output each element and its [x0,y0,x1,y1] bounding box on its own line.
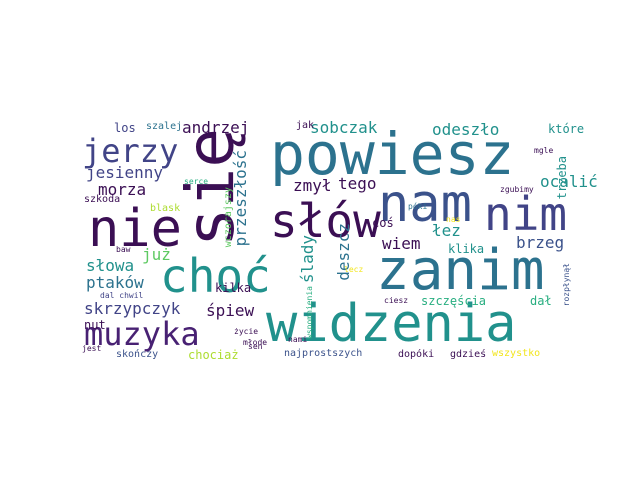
word-rozplynal: rozpłynął [562,263,571,307]
word-zmyl: zmył [293,176,332,195]
word-dal_chwil: dal chwil [100,291,144,300]
word-chociaz: chociaż [188,348,239,362]
word-slowa: słowa [86,256,135,275]
word-odeszlo: odeszło [432,120,500,139]
word-slady: ślady [298,235,317,284]
word-sobczak: sobczak [310,118,378,137]
word-kilka: kilka [215,281,252,295]
word-nut: nut [84,318,106,332]
word-zycie: życie [234,327,259,336]
word-nam: nam [378,174,472,234]
word-lez: łez [432,221,461,240]
word-ocalic: ocalić [540,172,598,191]
word-powiesz: powiesz [270,120,515,188]
word-widzenia: widzenia [266,294,517,354]
word-skrzypczyk: skrzypczyk [84,299,181,318]
word-jak: jak [296,120,315,131]
word-blask: blask [150,203,181,214]
word-jest: jest [82,344,102,353]
word-mgle: mgle [534,146,554,155]
word-brzeg: brzeg [516,233,565,252]
word-zgubimy: zgubimy [500,185,534,194]
word-muzyka: muzyka [84,315,200,353]
word-nami: nami [288,335,308,344]
word-gdzies: gdzieś [450,349,487,360]
word-morza: morza [98,180,147,199]
word-lecz: lecz [344,265,364,274]
word-klika: klika [448,242,485,256]
word-serce: serce [184,177,209,186]
word-zanim: zanim [376,238,545,303]
word-wczorajszy: wczorajszy [223,187,234,248]
word-cos: coś [372,216,394,230]
word-wszystko: wszystko [492,348,541,359]
word-ktore: które [548,122,585,136]
word-trzeba: trzeba [555,156,569,200]
word-spiew: śpiew [206,301,255,320]
word-dal: dał [530,294,552,308]
word-jesienny: jesienny [86,163,164,182]
word-przeszlosc: przeszłość [231,150,250,247]
word-sen: sen [248,342,263,351]
word-nas: nas [446,215,461,224]
word-los: los [114,121,136,135]
word-andrzej: andrzej [182,118,250,137]
word-jerzy: jerzy [82,132,179,170]
word-szkoda: szkoda [84,194,121,205]
word-ptakow: ptaków [86,273,144,292]
word-nie: nie [88,199,182,259]
word-mlode: młode [243,338,268,347]
word-cloud: powiesz widzenia zanim się słów nam nim … [80,113,598,370]
word-poki: póki [408,202,428,211]
word-wiem: wiem [382,234,421,253]
word-szczescia: szczęścia [421,294,487,308]
word-dopoki: dopóki [398,349,435,360]
word-nim: nim [484,187,568,241]
word-wspomnienia: wspomnienia [305,286,314,339]
word-szalej: szalej [146,121,183,132]
word-skonczy: skończy [116,349,159,360]
word-slow: słów [270,194,381,248]
word-choc: choć [160,249,271,303]
word-juz: już [142,245,171,264]
word-tego: tego [338,174,377,193]
word-ciesz: ciesz [384,296,409,305]
word-baw: baw [116,245,131,254]
word-najprostszych: najprostszych [284,348,363,359]
